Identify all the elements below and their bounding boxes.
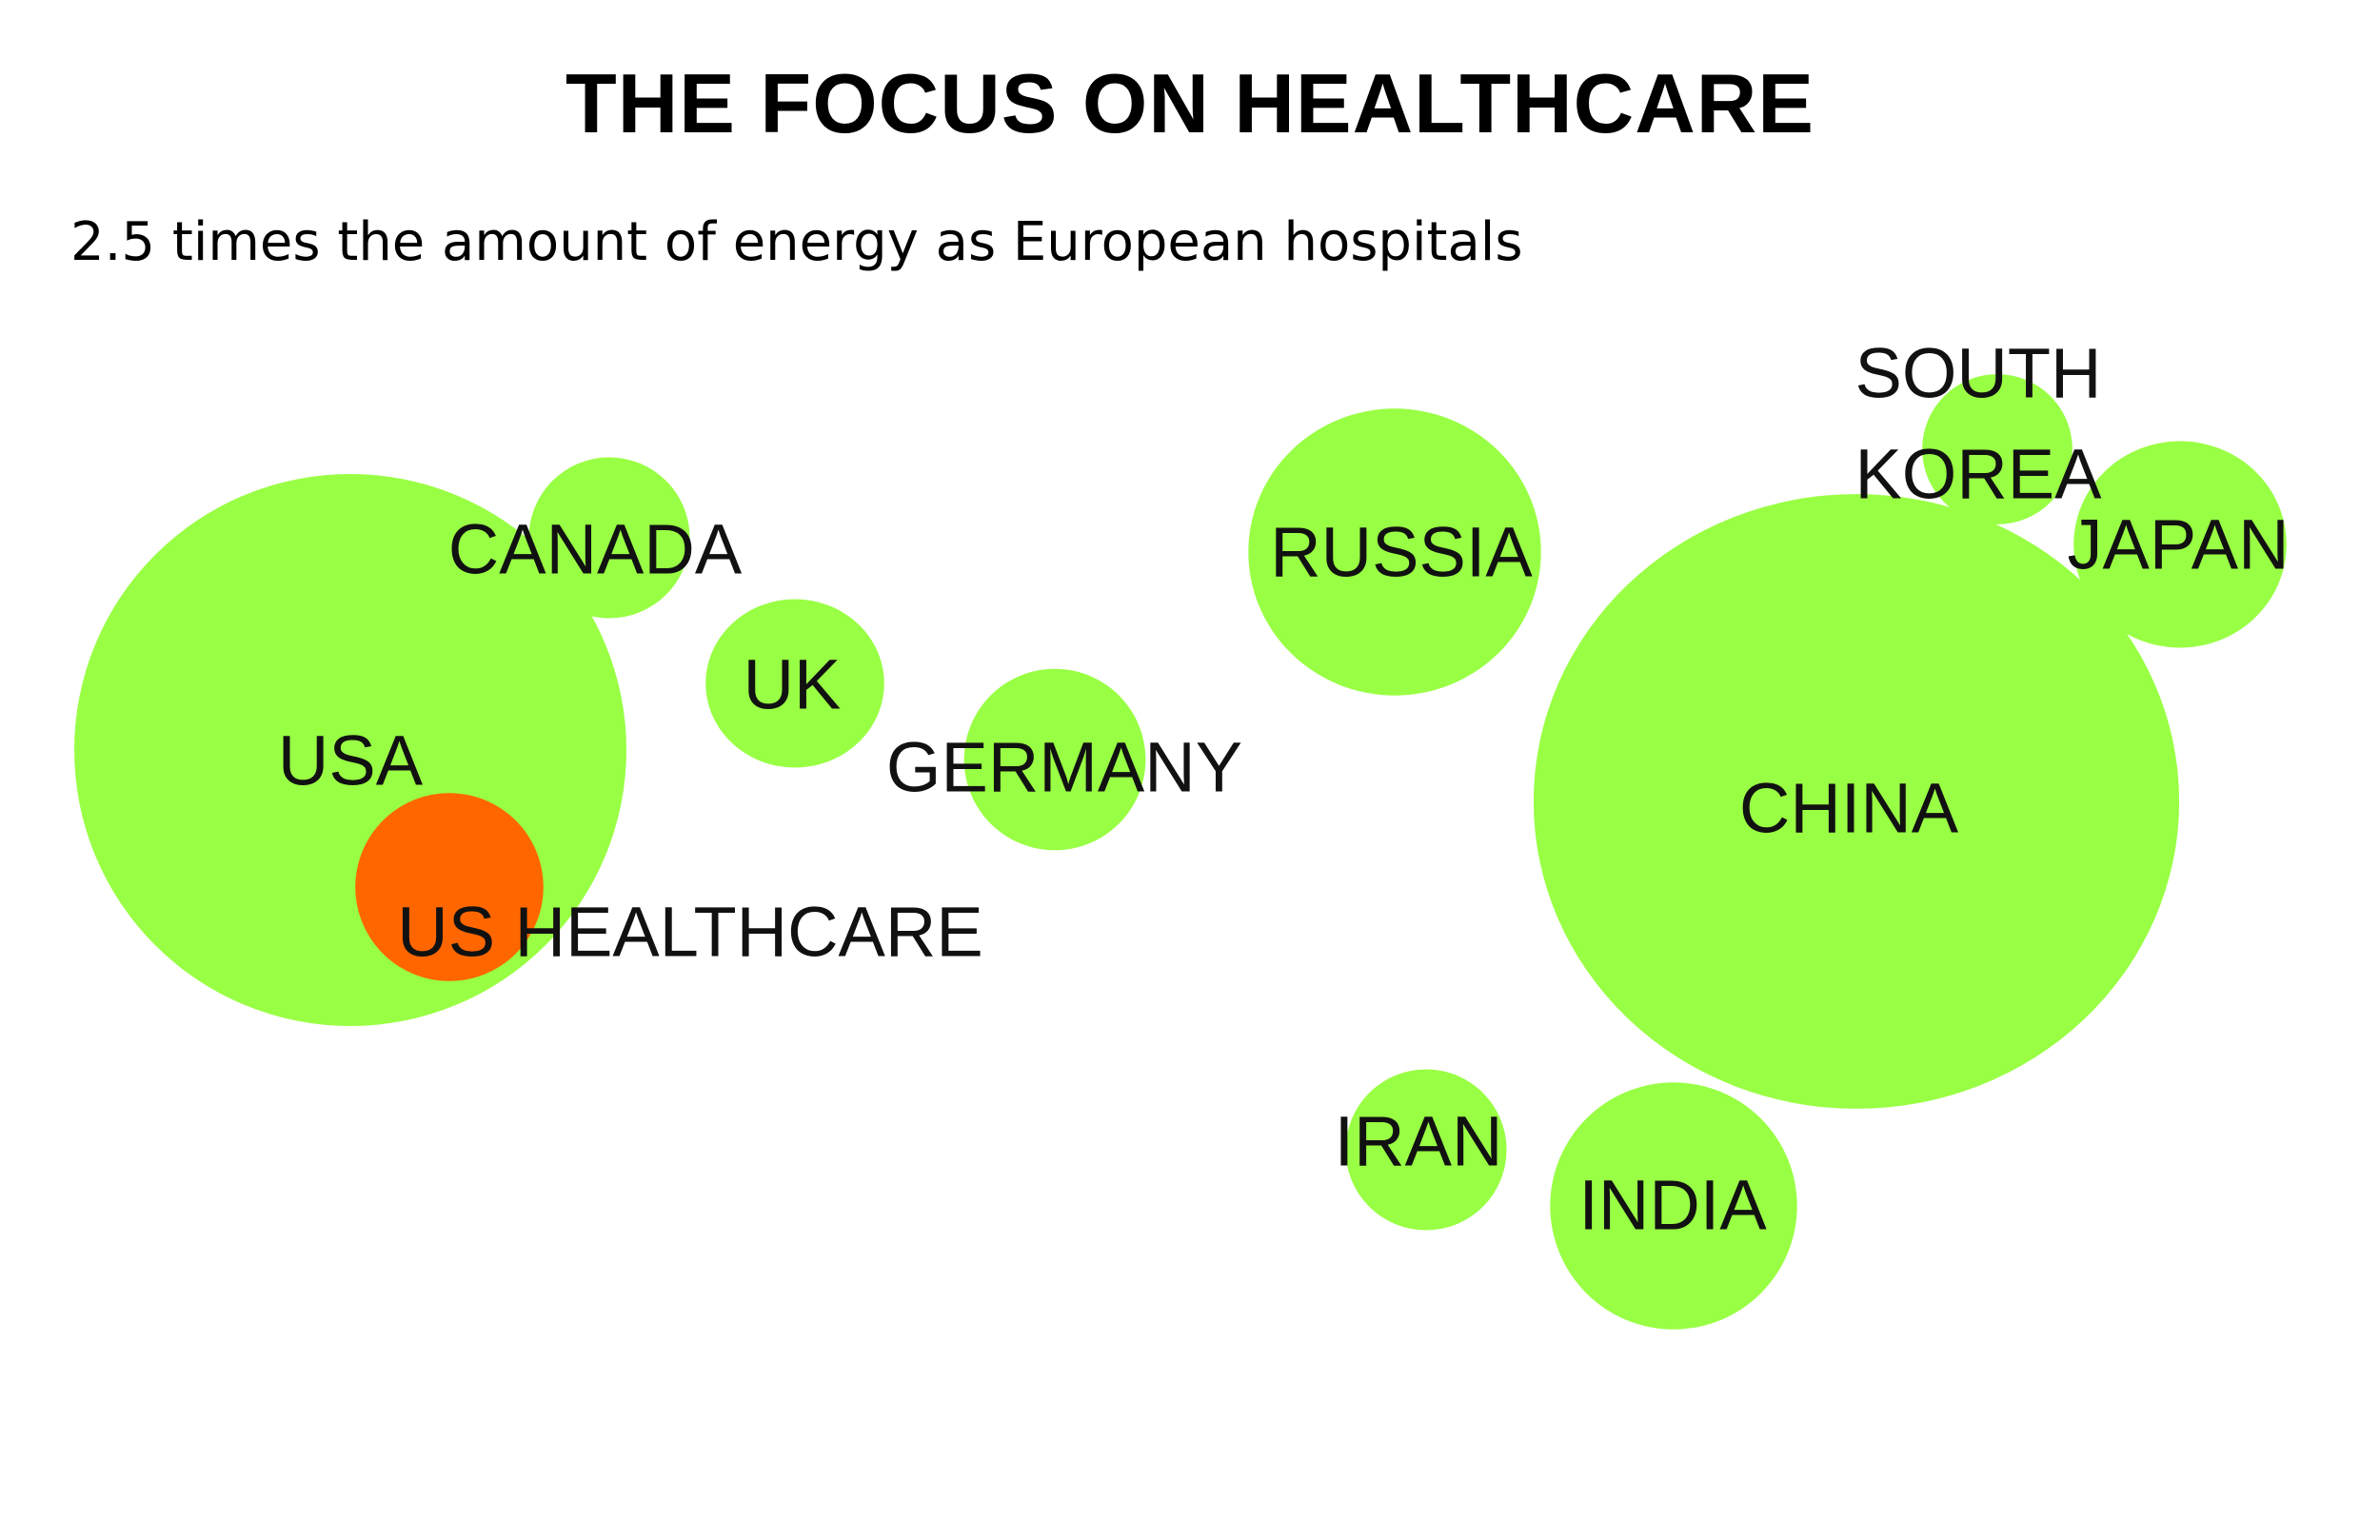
bubble-label-usa: USA bbox=[278, 721, 424, 800]
bubble-label-china: CHINA bbox=[1739, 769, 1959, 848]
chart-subtitle: 2.5 times the amount of energy as Europe… bbox=[70, 211, 1523, 273]
bubble-label-india: INDIA bbox=[1578, 1166, 1767, 1245]
bubble-south-korea bbox=[1922, 374, 2073, 524]
bubble-japan bbox=[2073, 441, 2287, 648]
bubble-us-healthcare bbox=[355, 793, 544, 981]
bubble-label-iran: IRAN bbox=[1335, 1102, 1503, 1181]
bubble-label-south-korea-line-2: KOREA bbox=[1854, 435, 2102, 514]
bubbles bbox=[74, 374, 2287, 1330]
bubble-label-south-korea-line-1: SOUTH bbox=[1855, 334, 2102, 413]
chart-title: THE FOCUS ON HEALTHCARE bbox=[565, 56, 1815, 150]
bubble-uk bbox=[705, 599, 884, 768]
bubble-russia bbox=[1248, 408, 1541, 696]
bubble-canada bbox=[528, 457, 690, 619]
bubble-india bbox=[1550, 1082, 1797, 1330]
bubble-label-us-healthcare: US HEALTHCARE bbox=[397, 893, 982, 972]
bubble-label-uk: UK bbox=[744, 645, 842, 724]
bubble-iran bbox=[1345, 1069, 1507, 1231]
bubble-label-germany: GERMANY bbox=[886, 728, 1242, 807]
bubble-label-russia: RUSSIA bbox=[1270, 513, 1533, 592]
bubble-label-canada: CANADA bbox=[448, 510, 743, 589]
bubble-germany bbox=[963, 668, 1146, 851]
bubble-label-japan: JAPAN bbox=[2067, 505, 2289, 584]
bubble-china bbox=[1533, 494, 2180, 1109]
